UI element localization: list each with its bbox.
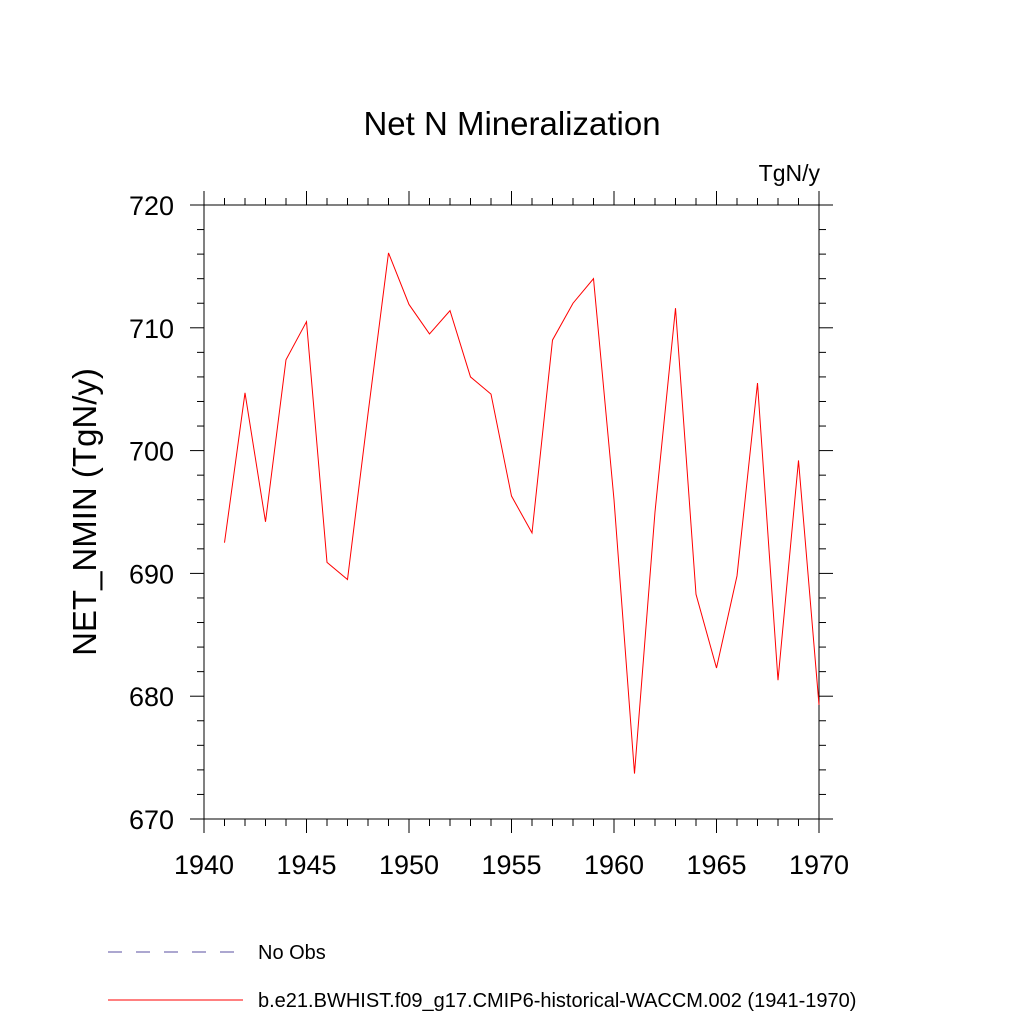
y-tick-label: 700 (129, 437, 174, 467)
x-tick-label: 1955 (481, 850, 541, 880)
x-tick-label: 1970 (789, 850, 849, 880)
x-tick-label: 1940 (174, 850, 234, 880)
y-axis-label: NET_NMIN (TgN/y) (66, 368, 103, 656)
legend-label: No Obs (258, 942, 326, 964)
x-tick-label: 1965 (686, 850, 746, 880)
axis-ticks: 1940 1945 1950 1955 1960 1965 1970 670 680 690 700… (129, 191, 849, 880)
y-tick-label: 680 (129, 682, 174, 712)
y-tick-label: 710 (129, 314, 174, 344)
series-line (224, 252, 820, 774)
x-tick-label: 1960 (584, 850, 644, 880)
legend: No Obs b.e21.BWHIST.f09_g17.CMIP6-histori… (108, 942, 856, 1012)
legend-label: b.e21.BWHIST.f09_g17.CMIP6-historical-WA… (258, 990, 856, 1012)
series-layer (224, 252, 820, 774)
plot-frame (203, 204, 820, 820)
y-tick-label: 720 (129, 191, 174, 221)
x-tick-label: 1950 (379, 850, 439, 880)
units-label: TgN/y (759, 160, 821, 186)
x-tick-label: 1945 (276, 850, 336, 880)
y-tick-label: 670 (129, 805, 174, 835)
y-tick-label: 690 (129, 559, 174, 589)
chart-title: Net N Mineralization (363, 105, 660, 142)
